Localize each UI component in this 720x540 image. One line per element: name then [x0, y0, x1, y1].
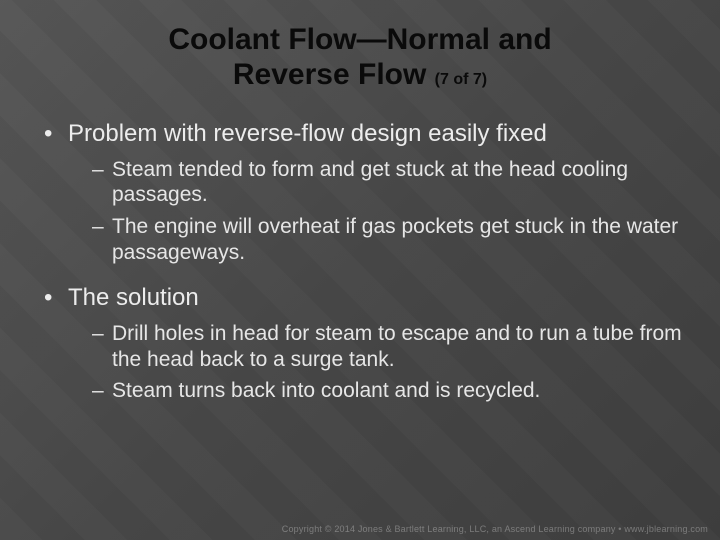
sub-bullet-list: Drill holes in head for steam to escape …: [68, 321, 684, 404]
bullet-item: The solution Drill holes in head for ste…: [44, 283, 684, 404]
bullet-text: Problem with reverse-flow design easily …: [68, 120, 547, 147]
sub-bullet-item: The engine will overheat if gas pockets …: [92, 214, 684, 265]
sub-bullet-text: Steam tended to form and get stuck at th…: [112, 158, 628, 207]
title-line-2: Reverse Flow (7 of 7): [76, 57, 644, 92]
sub-bullet-text: Steam turns back into coolant and is rec…: [112, 379, 540, 402]
title-line-1: Coolant Flow—Normal and: [76, 22, 644, 57]
bullet-text: The solution: [68, 284, 199, 311]
bullet-list: Problem with reverse-flow design easily …: [36, 119, 684, 404]
bullet-item: Problem with reverse-flow design easily …: [44, 119, 684, 265]
slide-title: Coolant Flow—Normal and Reverse Flow (7 …: [36, 22, 684, 93]
slide: Coolant Flow—Normal and Reverse Flow (7 …: [0, 0, 720, 540]
sub-bullet-item: Steam tended to form and get stuck at th…: [92, 157, 684, 208]
sub-bullet-item: Steam turns back into coolant and is rec…: [92, 378, 684, 404]
slide-body: Problem with reverse-flow design easily …: [36, 119, 684, 404]
sub-bullet-text: Drill holes in head for steam to escape …: [112, 322, 682, 371]
copyright-footer: Copyright © 2014 Jones & Bartlett Learni…: [282, 524, 708, 534]
slide-counter: (7 of 7): [435, 71, 487, 88]
sub-bullet-text: The engine will overheat if gas pockets …: [112, 215, 678, 264]
sub-bullet-item: Drill holes in head for steam to escape …: [92, 321, 684, 372]
sub-bullet-list: Steam tended to form and get stuck at th…: [68, 157, 684, 265]
title-line-2-main: Reverse Flow: [233, 58, 435, 91]
